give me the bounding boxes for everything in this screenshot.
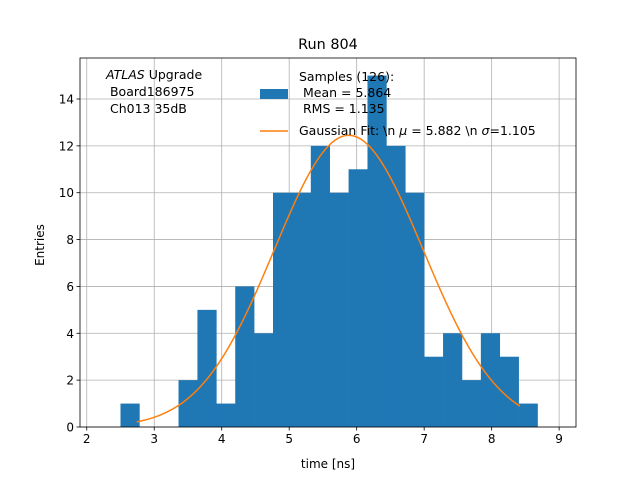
- legend-fit-suffix: =1.105: [489, 123, 535, 138]
- histogram-bar: [254, 333, 274, 427]
- annotation-upgrade: Upgrade: [145, 67, 203, 82]
- legend: Samples (126): Mean = 5.864 RMS = 1.135 …: [260, 69, 536, 138]
- histogram-bar: [386, 145, 406, 427]
- histogram-bar: [291, 192, 312, 427]
- histogram-bar: [405, 192, 425, 427]
- y-tick-label: 10: [59, 186, 74, 200]
- legend-samples-mean: Mean = 5.864: [299, 85, 391, 100]
- y-tick-label: 2: [66, 374, 74, 388]
- histogram-bar: [443, 333, 463, 427]
- y-tick-label: 6: [66, 280, 74, 294]
- gaussian-fit-curve: [136, 134, 521, 423]
- legend-fit-mu: μ: [398, 123, 407, 138]
- legend-fit-sigma: σ: [482, 123, 491, 138]
- x-tick-label: 8: [488, 432, 496, 446]
- axes-frame: [79, 57, 577, 428]
- histogram-bars: [120, 75, 538, 428]
- x-tick-label: 9: [555, 432, 563, 446]
- legend-fit-middle: = 5.882 \n: [407, 123, 481, 138]
- histogram-bar: [348, 169, 368, 428]
- x-tick-label: 7: [420, 432, 428, 446]
- y-axis-label: Entries: [33, 224, 47, 266]
- y-tick-label: 12: [59, 139, 74, 153]
- y-tick-label: 4: [66, 327, 74, 341]
- histogram-bar: [178, 380, 198, 427]
- x-axis-label: time [ns]: [301, 457, 355, 471]
- annotation-channel: Ch013 35dB: [106, 101, 187, 116]
- chart-title: Run 804: [298, 37, 358, 53]
- legend-samples-title: Samples (126):: [299, 69, 394, 84]
- histogram-bar: [499, 356, 519, 427]
- x-tick-label: 2: [83, 432, 91, 446]
- histogram-bar: [424, 356, 444, 427]
- atlas-annotation: ATLAS Upgrade Board186975 Ch013 35dB: [105, 67, 202, 116]
- legend-fit-label: Gaussian Fit: \n μ = 5.882 \n σ=1.105: [299, 123, 536, 138]
- legend-samples-swatch: [260, 89, 288, 99]
- histogram-bar: [310, 145, 330, 427]
- annotation-atlas: ATLAS: [105, 67, 145, 82]
- histogram-bar: [273, 192, 293, 427]
- histogram-bar: [461, 380, 482, 427]
- annotation-line-1: ATLAS Upgrade: [105, 67, 202, 82]
- x-tick-label: 4: [218, 432, 226, 446]
- histogram-bar: [518, 403, 538, 427]
- histogram-bar: [197, 309, 217, 427]
- y-tick-label: 0: [66, 421, 74, 435]
- annotation-board: Board186975: [106, 84, 194, 99]
- histogram-bar: [329, 192, 349, 427]
- y-tick-label: 14: [59, 93, 74, 107]
- legend-samples-rms: RMS = 1.135: [299, 101, 385, 116]
- y-tick-label: 8: [66, 233, 74, 247]
- x-tick-label: 6: [353, 432, 361, 446]
- legend-fit-prefix: Gaussian Fit: \n: [299, 123, 399, 138]
- histogram-bar: [235, 286, 255, 427]
- x-tick-label: 5: [285, 432, 293, 446]
- x-tick-label: 3: [150, 432, 158, 446]
- histogram-bar: [120, 403, 140, 427]
- histogram-bar: [216, 403, 236, 427]
